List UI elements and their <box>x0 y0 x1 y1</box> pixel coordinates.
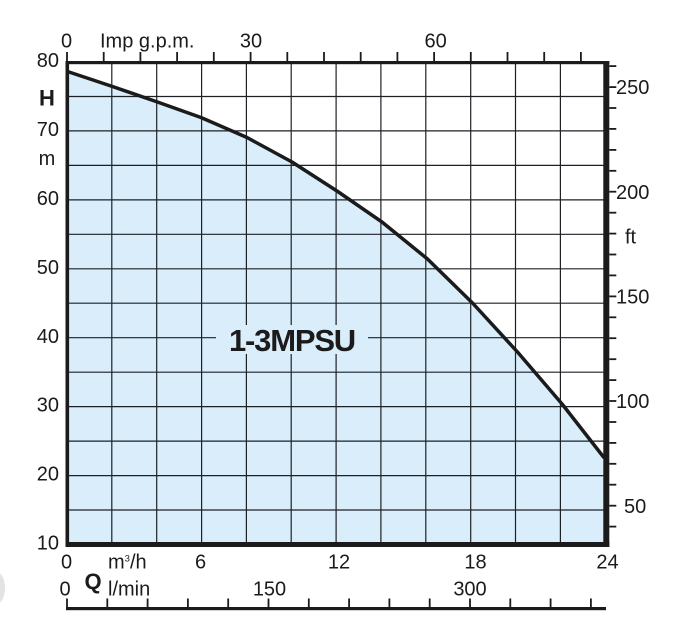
svg-text:0: 0 <box>59 579 70 601</box>
svg-text:Q: Q <box>84 569 101 594</box>
svg-text:50: 50 <box>37 257 59 279</box>
svg-text:m: m <box>39 148 56 170</box>
svg-text:0: 0 <box>61 31 72 53</box>
svg-text:60: 60 <box>424 31 446 53</box>
svg-text:300: 300 <box>453 579 486 601</box>
svg-text:200: 200 <box>616 182 649 204</box>
svg-text:150: 150 <box>616 287 649 309</box>
svg-text:0: 0 <box>61 552 72 574</box>
svg-text:ft: ft <box>625 226 637 248</box>
svg-text:70: 70 <box>37 119 59 141</box>
svg-text:24: 24 <box>596 552 618 574</box>
svg-text:60: 60 <box>37 188 59 210</box>
svg-text:10: 10 <box>37 533 59 555</box>
svg-text:250: 250 <box>616 77 649 99</box>
svg-text:l/min: l/min <box>108 579 150 601</box>
svg-text:150: 150 <box>253 579 286 601</box>
svg-text:18: 18 <box>464 552 486 574</box>
svg-text:6: 6 <box>195 552 206 574</box>
svg-text:100: 100 <box>616 391 649 413</box>
svg-text:Imp g.p.m.: Imp g.p.m. <box>100 31 194 53</box>
svg-text:12: 12 <box>328 552 350 574</box>
svg-text:1-3MPSU: 1-3MPSU <box>229 323 355 358</box>
svg-text:30: 30 <box>240 31 262 53</box>
svg-text:20: 20 <box>37 464 59 486</box>
svg-text:30: 30 <box>37 395 59 417</box>
svg-text:50: 50 <box>624 496 646 518</box>
svg-text:40: 40 <box>37 326 59 348</box>
svg-text:80: 80 <box>37 50 59 72</box>
svg-text:m3/h: m3/h <box>108 552 147 574</box>
svg-text:H: H <box>39 85 55 110</box>
